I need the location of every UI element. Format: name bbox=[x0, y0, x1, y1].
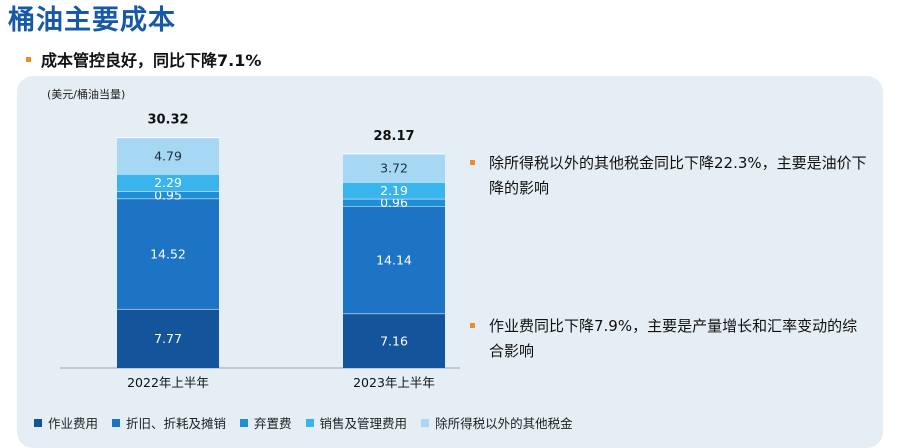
data-label: 14.52 bbox=[150, 246, 186, 261]
legend-swatch bbox=[305, 418, 314, 427]
subtitle-row: 成本管控良好，同比下降7.1% bbox=[26, 47, 261, 71]
total-label: 30.32 bbox=[147, 113, 188, 128]
data-label: 14.14 bbox=[376, 252, 412, 267]
bar-segment bbox=[117, 191, 219, 199]
chart-legend: 作业费用 折旧、折耗及摊销 弃置费 销售及管理费用 除所得税以外的其他税金 bbox=[34, 413, 587, 432]
legend-item: 折旧、折耗及摊销 bbox=[112, 413, 226, 432]
legend-item: 销售及管理费用 bbox=[305, 413, 408, 432]
legend-swatch bbox=[240, 418, 249, 427]
bar-segment bbox=[117, 198, 219, 309]
legend-item: 弃置费 bbox=[240, 413, 292, 432]
page-subtitle: 成本管控良好，同比下降7.1% bbox=[41, 51, 262, 70]
bar-segment bbox=[117, 308, 219, 368]
bullet-icon bbox=[470, 160, 475, 165]
note-operating-cost: 作业费同比下降7.9%，主要是产量增长和汇率变动的综合影响 bbox=[470, 314, 869, 364]
legend-label: 作业费用 bbox=[48, 416, 99, 431]
bar-segment bbox=[343, 313, 445, 368]
note-tax: 除所得税以外的其他税金同比下降22.3%，主要是油价下降的影响 bbox=[470, 151, 869, 201]
legend-swatch bbox=[421, 418, 430, 427]
data-label: 4.79 bbox=[154, 148, 182, 163]
bullet-icon bbox=[470, 323, 475, 328]
bar-segment bbox=[343, 206, 445, 314]
bar-segment bbox=[117, 137, 219, 174]
legend-item: 作业费用 bbox=[34, 413, 98, 432]
page-title: 桶油主要成本 bbox=[8, 5, 176, 36]
bar-segment bbox=[343, 153, 445, 183]
legend-label: 弃置费 bbox=[254, 416, 292, 431]
legend-label: 销售及管理费用 bbox=[319, 416, 408, 431]
y-axis-unit-label: (美元/桶油当量) bbox=[47, 87, 125, 101]
bullet-icon bbox=[26, 56, 31, 62]
note-text: 除所得税以外的其他税金同比下降22.3%，主要是油价下降的影响 bbox=[489, 154, 867, 197]
bar-segment bbox=[343, 182, 445, 199]
legend-label: 除所得税以外的其他税金 bbox=[435, 416, 573, 431]
legend-label: 折旧、折耗及摊销 bbox=[126, 416, 227, 431]
x-tick-label: 2022年上半年 bbox=[127, 375, 209, 390]
legend-swatch bbox=[34, 418, 42, 427]
bar-segment bbox=[117, 173, 219, 192]
total-label: 28.17 bbox=[373, 129, 414, 144]
legend-swatch bbox=[112, 418, 121, 427]
data-label: 3.72 bbox=[380, 161, 408, 176]
note-text: 作业费同比下降7.9%，主要是产量增长和汇率变动的综合影响 bbox=[489, 317, 858, 360]
data-label: 2.19 bbox=[380, 183, 408, 198]
data-label: 7.77 bbox=[154, 331, 182, 346]
data-label: 2.29 bbox=[154, 175, 182, 190]
legend-item: 除所得税以外的其他税金 bbox=[421, 413, 573, 432]
bar-segment bbox=[343, 198, 445, 207]
data-label: 7.16 bbox=[380, 333, 408, 348]
x-tick-label: 2023年上半年 bbox=[353, 375, 435, 390]
